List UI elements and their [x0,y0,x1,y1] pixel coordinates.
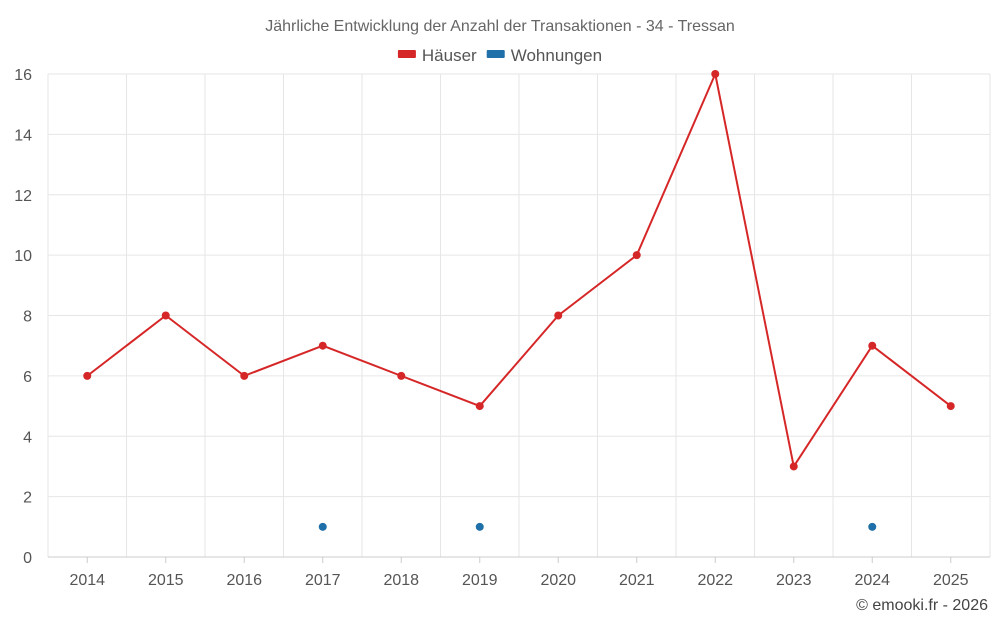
data-point[interactable] [946,402,955,411]
chart-title: Jährliche Entwicklung der Anzahl der Tra… [265,18,735,35]
series-layer [83,70,955,531]
legend-label: Häuser [422,46,477,65]
x-tick-label: 2019 [462,572,498,589]
x-tick-label: 2014 [69,572,105,589]
legend-swatch[interactable] [486,50,505,58]
data-point[interactable] [397,371,406,380]
data-point[interactable] [83,371,92,380]
data-point[interactable] [868,341,877,350]
x-tick-label: 2015 [148,572,184,589]
data-point[interactable] [240,371,249,380]
data-point[interactable] [318,522,327,531]
series-1 [318,522,877,531]
data-point[interactable] [554,311,563,320]
series-0 [83,70,955,471]
data-point[interactable] [789,462,798,471]
legend: Häuser Wohnungen [397,46,602,65]
y-tick-label: 2 [23,490,32,507]
series-line [86,73,952,468]
x-tick-label: 2022 [697,572,733,589]
x-tick-label: 2020 [540,572,576,589]
data-point[interactable] [711,70,720,78]
legend-label: Wohnungen [511,46,602,65]
data-point[interactable] [318,341,327,350]
x-tick-label: 2023 [776,572,812,589]
x-tick-label: 2021 [619,572,655,589]
y-tick-label: 12 [14,188,32,205]
data-point[interactable] [161,311,170,320]
y-axis-ticks: 0 2 4 6 8 10 12 14 16 [14,67,32,567]
legend-swatch[interactable] [397,50,416,58]
data-point[interactable] [632,251,641,260]
y-tick-label: 16 [14,67,32,84]
x-axis-ticks: 2014 2015 2016 2017 2018 2019 2020 2021 2022 2023… [69,557,969,589]
x-tick-label: 2016 [226,572,262,589]
y-tick-label: 14 [14,127,32,144]
x-tick-label: 2025 [933,572,969,589]
x-tick-label: 2017 [305,572,341,589]
y-tick-label: 6 [23,369,32,386]
data-point[interactable] [475,522,484,531]
x-tick-label: 2018 [383,572,419,589]
y-tick-label: 4 [23,429,32,446]
data-point[interactable] [868,522,877,531]
y-tick-label: 0 [23,550,32,567]
x-tick-label: 2024 [854,572,890,589]
grid-lines [47,73,991,558]
data-point[interactable] [475,402,484,411]
y-tick-label: 10 [14,248,32,265]
credit-text: © emooki.fr - 2026 [856,597,988,614]
y-tick-label: 8 [23,309,32,326]
